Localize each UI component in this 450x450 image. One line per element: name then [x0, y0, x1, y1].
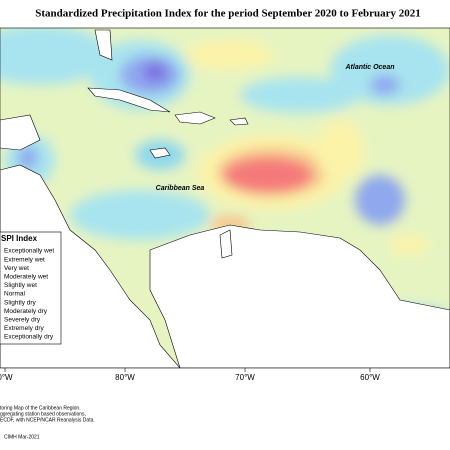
longitude-label: 70°W — [235, 373, 255, 382]
legend-item: Normal — [4, 291, 26, 298]
legend-item: Moderately dry — [4, 308, 48, 315]
legend-item: Slightly dry — [4, 299, 37, 306]
legend-item: Extremely dry — [4, 325, 44, 332]
ocean-label: Atlantic Ocean — [344, 64, 394, 71]
legend-item: Slightly wet — [4, 282, 37, 289]
note: ggregating station based observations, — [0, 411, 86, 417]
legend-item: Exceptionally dry — [4, 334, 54, 341]
spi-field — [0, 28, 450, 355]
longitude-label: 0°W — [0, 373, 13, 382]
legend-item: Exceptionally wet — [4, 248, 54, 255]
longitude-label: 60°W — [360, 373, 380, 382]
longitude-label: 80°W — [115, 373, 135, 382]
note: CIMH Mar-2021 — [4, 434, 40, 440]
note: ECDF, with NCEP/NCAR Reanalysis Data. — [0, 417, 95, 423]
legend-title: SPI Index — [1, 234, 38, 243]
legend-item: Moderately wet — [4, 274, 48, 281]
title: Standardized Precipitation Index for the… — [35, 8, 421, 20]
note: toring Map of the Caribbean Region. — [0, 405, 81, 411]
legend-item: Severely dry — [4, 317, 41, 324]
sea-label: Caribbean Sea — [156, 185, 205, 192]
legend-item: Extremely wet — [4, 256, 45, 263]
frame — [0, 27, 450, 369]
legend-item: Very wet — [4, 265, 29, 272]
map: Atlantic Ocean Caribbean Sea SPI Index E… — [0, 28, 450, 368]
